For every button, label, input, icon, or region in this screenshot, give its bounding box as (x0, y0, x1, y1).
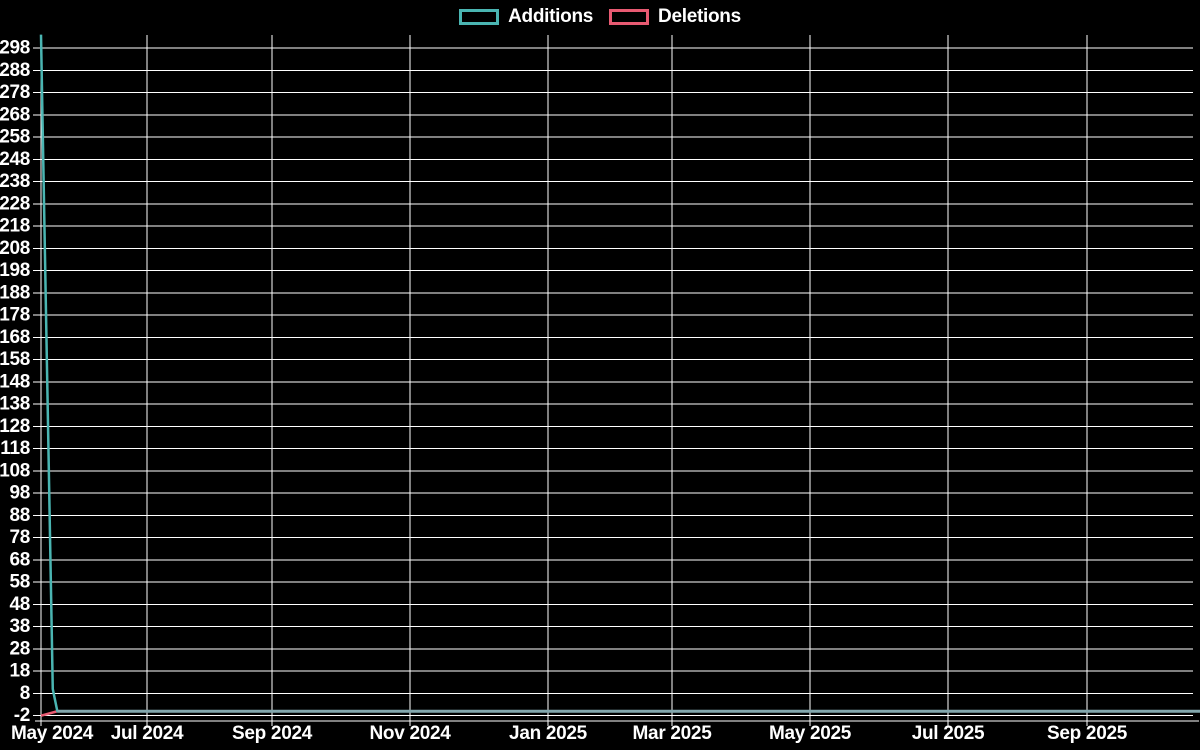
y-axis-tick-label: 198 (0, 260, 30, 281)
y-axis-tick-label: 228 (0, 193, 30, 214)
x-axis-tick-label: Mar 2025 (633, 723, 713, 744)
y-axis-tick-label: 88 (9, 505, 30, 526)
x-grid-and-labels: May 2024 Jul 2024 Sep 2024 Nov 2024 Jan 2025… (11, 35, 1128, 744)
additions-swatch-icon (459, 8, 500, 25)
x-axis-tick-label: May 2024 (11, 723, 94, 744)
y-axis-tick-label: 98 (9, 483, 30, 504)
y-axis-tick-label: 18 (9, 661, 30, 682)
y-axis-tick-label: 298 (0, 38, 30, 59)
y-axis-tick-label: 248 (0, 149, 30, 170)
y-grid-and-labels: 2982882782682582482382282182081981881781… (0, 38, 1193, 726)
y-axis-tick-label: 58 (9, 572, 30, 593)
y-axis-tick-label: 148 (0, 371, 30, 392)
x-axis-tick-label: Jul 2024 (111, 723, 184, 744)
y-axis-tick-label: 118 (0, 438, 30, 459)
y-axis-tick-label: 28 (9, 638, 30, 659)
y-axis-tick-label: 128 (0, 416, 30, 437)
y-axis-tick-label: 278 (0, 82, 30, 103)
y-axis-tick-label: 208 (0, 238, 30, 259)
legend-item-deletions[interactable]: Deletions (609, 7, 741, 26)
y-axis-tick-label: 258 (0, 127, 30, 148)
y-axis-tick-label: 188 (0, 282, 30, 303)
chart-legend: Additions Deletions (0, 7, 1200, 26)
y-axis-tick-label: 168 (0, 327, 30, 348)
y-axis-tick-label: 218 (0, 216, 30, 237)
y-axis-tick-label: -2 (14, 705, 30, 726)
y-axis-tick-label: 78 (9, 527, 30, 548)
y-axis-tick-label: 38 (9, 616, 30, 637)
y-axis-tick-label: 8 (20, 683, 30, 704)
y-axis-tick-label: 238 (0, 171, 30, 192)
x-axis-tick-label: Jul 2025 (912, 723, 985, 744)
y-axis-tick-label: 268 (0, 104, 30, 125)
deletions-legend-label: Deletions (658, 6, 741, 27)
x-axis-tick-label: Nov 2024 (369, 723, 451, 744)
x-axis-tick-label: Sep 2024 (232, 723, 313, 744)
additions-line (39, 34, 1200, 713)
x-axis-tick-label: Sep 2025 (1047, 723, 1128, 744)
y-axis-tick-label: 288 (0, 60, 30, 81)
y-axis-tick-label: 48 (9, 594, 30, 615)
y-axis-tick-label: 178 (0, 305, 30, 326)
additions-legend-label: Additions (508, 6, 594, 27)
y-axis-tick-label: 158 (0, 349, 30, 370)
legend-item-additions[interactable]: Additions (459, 7, 593, 26)
x-axis-tick-label: May 2025 (769, 723, 852, 744)
x-axis-tick-label: Jan 2025 (509, 723, 588, 744)
y-axis-tick-label: 108 (0, 460, 30, 481)
y-axis-tick-label: 138 (0, 394, 30, 415)
y-axis-tick-label: 68 (9, 549, 30, 570)
deletions-swatch-icon (609, 8, 650, 25)
